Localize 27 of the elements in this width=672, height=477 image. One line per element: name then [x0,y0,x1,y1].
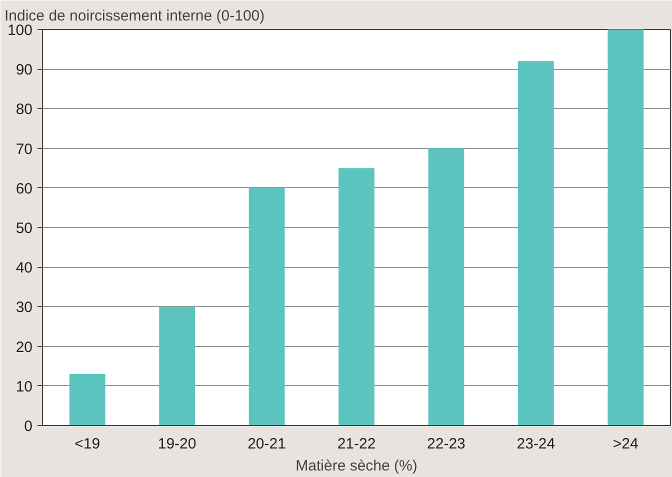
y-tick-label: 90 [16,62,33,79]
bar [248,188,285,426]
bar [428,148,464,426]
bar [159,306,196,426]
y-axis-title: Indice de noircissement interne (0-100) [4,8,265,24]
bar [518,61,554,426]
y-tick-label: 80 [16,101,33,118]
x-tick-label: 20-21 [248,436,286,452]
bar [608,30,644,426]
x-tick-label: 19-20 [158,436,196,452]
x-tick-label: 21-22 [337,436,376,452]
x-tick-label: >24 [612,436,638,452]
bar [338,168,374,426]
x-tick-label: 22-23 [427,436,466,452]
x-tick-label: <19 [74,436,100,452]
y-tick-label: 20 [16,338,33,356]
y-tick-label: 60 [16,180,33,198]
y-tick-label: 70 [16,140,33,158]
y-tick-label: 30 [16,299,33,316]
y-tick-label: 40 [16,260,33,277]
y-tick-label: 10 [16,378,33,396]
y-tick-label: 50 [16,220,33,237]
x-tick-label: 23-24 [516,436,556,452]
x-axis-title: Matière sèche (%) [296,458,418,474]
y-tick-label: 100 [7,22,33,39]
y-tick-label: 0 [24,418,32,435]
bar [69,374,106,426]
